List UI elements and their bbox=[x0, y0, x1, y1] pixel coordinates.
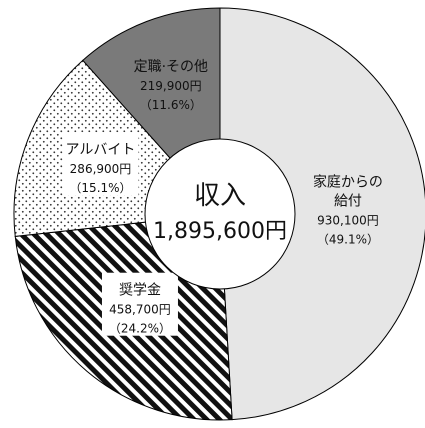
slice-value-family-support: 930,100円 bbox=[317, 214, 379, 228]
slice-name-scholarship: 奨学金 bbox=[119, 283, 161, 299]
slice-name-family-support: 家庭からの bbox=[313, 174, 383, 191]
slice-percent-part-time-job: （15.1%） bbox=[69, 181, 131, 195]
slice-percent-family-support: （49.1%） bbox=[317, 233, 379, 247]
slice-name-part-time-job: アルバイト bbox=[66, 142, 136, 158]
slice-label-background bbox=[62, 132, 139, 196]
donut-hole bbox=[144, 138, 296, 290]
slice-value-part-time-job: 286,900円 bbox=[70, 162, 132, 176]
slice-percent-scholarship: （24.2%） bbox=[109, 322, 171, 336]
slice-value-employment-other: 219,900円 bbox=[140, 79, 202, 93]
center-total: 1,895,600円 bbox=[153, 219, 287, 244]
slice-name-family-support: 給付 bbox=[334, 194, 362, 210]
slice-label-background bbox=[101, 272, 178, 336]
slice-name-employment-other: 定職·その他 bbox=[134, 59, 208, 75]
slice-percent-employment-other: （11.6%） bbox=[140, 98, 202, 112]
slice-value-scholarship: 458,700円 bbox=[109, 303, 171, 317]
slice-family-support bbox=[219, 7, 425, 421]
center-title: 収入 bbox=[194, 181, 246, 211]
